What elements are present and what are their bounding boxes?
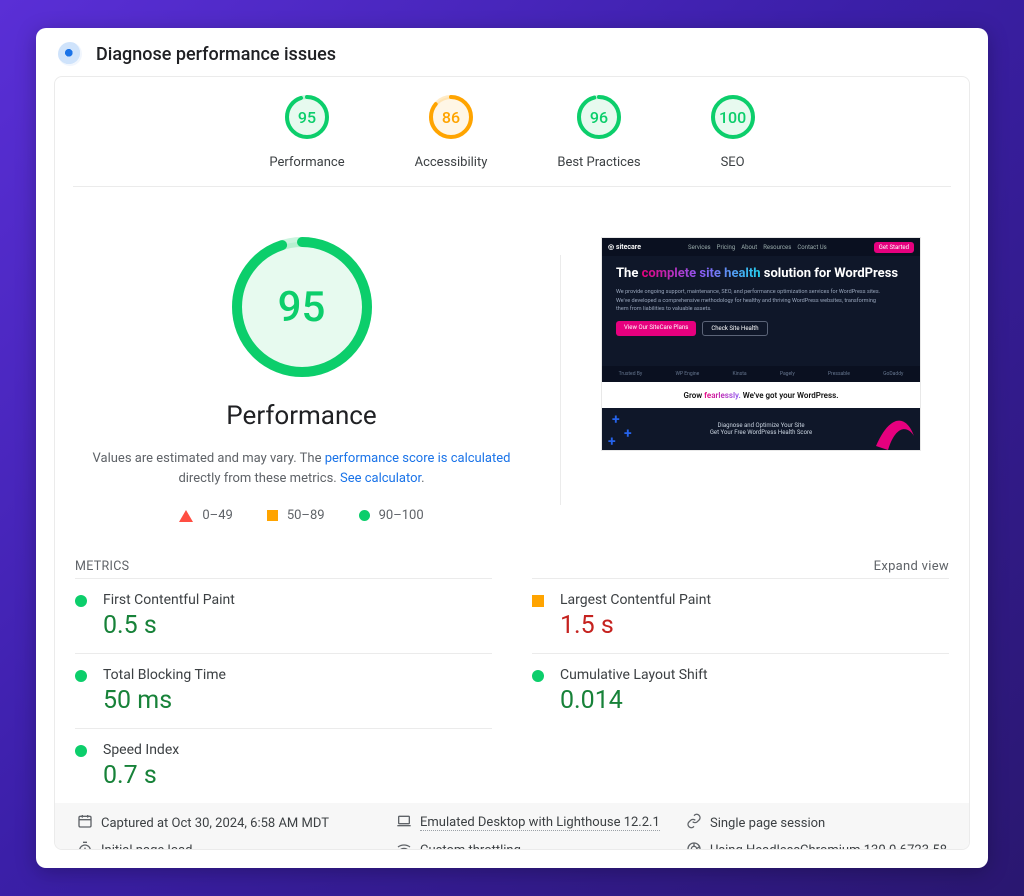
shot-headline: The complete site health solution for Wo…: [616, 266, 906, 282]
gauge-label: Accessibility: [415, 155, 488, 170]
calendar-icon: [77, 813, 93, 833]
legend-item: 50–89: [267, 508, 325, 523]
gauge-performance[interactable]: 95 Performance: [269, 95, 344, 170]
metric-name: Total Blocking Time: [103, 667, 492, 683]
shot-bottom-1: Diagnose and Optimize Your Site: [717, 422, 804, 429]
metric-cumulative-layout-shift: Cumulative Layout Shift 0.014: [532, 653, 949, 728]
hero-divider: [560, 255, 561, 505]
hero-note: Values are estimated and may vary. The p…: [83, 449, 520, 488]
legend-sq-icon: [267, 510, 278, 521]
stopwatch-icon: [77, 841, 93, 850]
wifi-icon: [396, 841, 412, 850]
see-calculator-link[interactable]: See calculator: [340, 471, 421, 486]
report-panel: 95 Performance 86 Accessibility 96 Best …: [54, 76, 970, 850]
hero-note-text2: directly from these metrics.: [178, 471, 340, 486]
metric-speed-index: Speed Index 0.7 s: [75, 728, 492, 803]
env-text: Emulated Desktop with Lighthouse 12.2.1: [420, 815, 660, 831]
shot-cta: Get Started: [874, 242, 914, 253]
gauge-label: Best Practices: [557, 155, 640, 170]
env-text: Captured at Oct 30, 2024, 6:58 AM MDT: [101, 816, 329, 831]
shot-nav: ◎ sitecare ServicesPricingAboutResources…: [602, 238, 920, 256]
metrics-title: METRICS: [75, 559, 129, 574]
metric-marker-icon: [75, 595, 103, 607]
env-item: Initial page load: [77, 841, 396, 850]
gauge-label: SEO: [711, 155, 755, 170]
env-item: Single page session: [686, 813, 947, 833]
metric-value: 1.5 s: [560, 611, 949, 640]
env-text: Custom throttling: [420, 843, 521, 850]
gauge-label: Performance: [269, 155, 344, 170]
gauge-accessibility[interactable]: 86 Accessibility: [415, 95, 488, 170]
metric-value: 0.5 s: [103, 611, 492, 640]
hero-note-text3: .: [421, 471, 424, 486]
metric-total-blocking-time: Total Blocking Time 50 ms: [75, 653, 492, 728]
shot-bottom-2: Get Your Free WordPress Health Score: [710, 429, 812, 436]
screenshot-wrap: ◎ sitecare ServicesPricingAboutResources…: [601, 237, 941, 523]
hero-left: 95 Performance Values are estimated and …: [83, 237, 520, 523]
metric-name: Speed Index: [103, 742, 492, 758]
shot-btn2: Check Site Health: [702, 321, 767, 336]
metric-marker-icon: [75, 745, 103, 757]
report-icon: [58, 42, 82, 66]
shot-trust-row: Trusted ByWP EngineKinstaPagelyPressable…: [602, 366, 920, 382]
metric-marker-icon: [532, 595, 560, 607]
chrome-icon: [686, 841, 702, 850]
shot-white-banner: Grow fearlessly. We've got your WordPres…: [602, 382, 920, 408]
metric-name: Cumulative Layout Shift: [560, 667, 949, 683]
shot-sub: We provide ongoing support, maintenance,…: [616, 288, 883, 313]
expand-view-link[interactable]: Expand view: [874, 559, 949, 574]
env-item: Using HeadlessChromium 130.0.6723.58 wit…: [686, 841, 947, 850]
env-text: Initial page load: [101, 843, 193, 850]
metrics-header: METRICS Expand view: [55, 559, 969, 574]
hero-title: Performance: [83, 401, 520, 431]
shot-btns: View Our SiteCare Plans Check Site Healt…: [616, 321, 906, 336]
legend-tri-icon: [179, 510, 193, 522]
legend-item: 0–49: [179, 508, 232, 523]
score-calc-link[interactable]: performance score is calculated: [325, 451, 511, 466]
page-screenshot: ◎ sitecare ServicesPricingAboutResources…: [601, 237, 921, 451]
gauge-seo[interactable]: 100 SEO: [711, 95, 755, 170]
metric-value: 0.014: [560, 686, 949, 715]
hero-section: 95 Performance Values are estimated and …: [55, 187, 969, 557]
metric-marker-icon: [75, 670, 103, 682]
shot-hero: The complete site health solution for Wo…: [602, 256, 920, 366]
metric-first-contentful-paint: First Contentful Paint 0.5 s: [75, 578, 492, 653]
category-gauges-row: 95 Performance 86 Accessibility 96 Best …: [73, 95, 951, 187]
score-legend: 0–49 50–89 90–100: [83, 508, 520, 523]
metric-value: 0.7 s: [103, 761, 492, 790]
env-item: Captured at Oct 30, 2024, 6:58 AM MDT: [77, 813, 396, 833]
env-text: Single page session: [710, 816, 825, 831]
env-text: Using HeadlessChromium 130.0.6723.58 wit…: [710, 843, 947, 850]
legend-dot-icon: [359, 510, 370, 521]
link-icon: [686, 813, 702, 833]
performance-gauge-large: 95: [83, 237, 520, 381]
metrics-grid: First Contentful Paint 0.5 s Largest Con…: [55, 574, 969, 803]
metric-name: First Contentful Paint: [103, 592, 492, 608]
card-header: Diagnose performance issues: [36, 28, 988, 76]
shot-nav-links: ServicesPricingAboutResourcesContact Us: [685, 244, 830, 251]
shot-brand: ◎ sitecare: [608, 243, 641, 251]
shot-btn1: View Our SiteCare Plans: [616, 321, 696, 336]
environment-footer: Captured at Oct 30, 2024, 6:58 AM MDT Em…: [55, 803, 969, 850]
s-swoosh-icon: [870, 406, 918, 454]
hero-note-text: Values are estimated and may vary. The: [93, 451, 325, 466]
metric-largest-contentful-paint: Largest Contentful Paint 1.5 s: [532, 578, 949, 653]
legend-item: 90–100: [359, 508, 424, 523]
env-item: Custom throttling: [396, 841, 686, 850]
shot-bottom: +++ Diagnose and Optimize Your Site Get …: [602, 408, 920, 450]
metric-value: 50 ms: [103, 686, 492, 715]
page-title: Diagnose performance issues: [96, 44, 336, 65]
metric-name: Largest Contentful Paint: [560, 592, 949, 608]
gauge-best-practices[interactable]: 96 Best Practices: [557, 95, 640, 170]
metric-marker-icon: [532, 670, 560, 682]
laptop-icon: [396, 813, 412, 833]
env-item: Emulated Desktop with Lighthouse 12.2.1: [396, 813, 686, 833]
report-card: Diagnose performance issues 95 Performan…: [36, 28, 988, 868]
